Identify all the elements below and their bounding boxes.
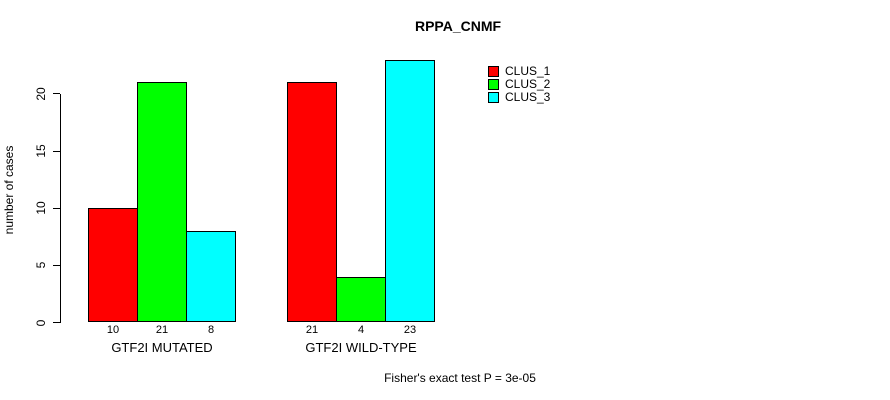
y-axis-tick (53, 264, 60, 266)
chart-title: RPPA_CNMF (414, 18, 502, 34)
bar-value-label: 4 (357, 324, 365, 336)
category-label: GTF2I MUTATED (111, 340, 213, 355)
y-axis-tick (53, 150, 60, 152)
y-axis-tick-label: 20 (34, 87, 48, 101)
bar-clus_3-group1 (186, 231, 236, 323)
legend-item-clus_2: CLUS_2 (488, 77, 551, 91)
bar-clus_2-group1 (137, 82, 187, 323)
bar-value-label: 21 (155, 324, 169, 336)
bar-clus_1-group1 (88, 208, 138, 323)
y-axis-tick-label: 15 (34, 144, 48, 158)
category-label: GTF2I WILD-TYPE (305, 340, 417, 355)
legend-label: CLUS_1 (505, 64, 551, 78)
y-axis-tick-label: 5 (34, 262, 48, 269)
bar-clus_1-group2 (287, 82, 337, 323)
y-axis-tick (53, 93, 60, 95)
y-axis-tick-label: 0 (34, 319, 48, 326)
bar-value-label: 23 (403, 324, 417, 336)
y-axis-line (60, 93, 61, 324)
y-axis-tick-label: 10 (34, 201, 48, 215)
bar-clus_2-group2 (336, 276, 386, 323)
y-axis-tick (53, 207, 60, 209)
y-axis-label: number of cases (2, 145, 16, 235)
bar-value-label: 21 (305, 324, 319, 336)
legend-item-clus_3: CLUS_3 (488, 90, 551, 104)
legend-label: CLUS_2 (505, 77, 551, 91)
legend-color-swatch (488, 92, 499, 103)
legend-label: CLUS_3 (505, 90, 551, 104)
legend-color-swatch (488, 66, 499, 77)
y-axis-tick (53, 322, 60, 323)
legend-color-swatch (488, 79, 499, 90)
bar-clus_3-group2 (385, 59, 435, 323)
bar-value-label: 10 (106, 324, 120, 336)
bar-value-label: 8 (207, 324, 215, 336)
legend: CLUS_1 CLUS_2 CLUS_3 (488, 64, 551, 104)
annotation-fisher-test: Fisher's exact test P = 3e-05 (384, 371, 536, 385)
legend-item-clus_1: CLUS_1 (488, 64, 551, 78)
